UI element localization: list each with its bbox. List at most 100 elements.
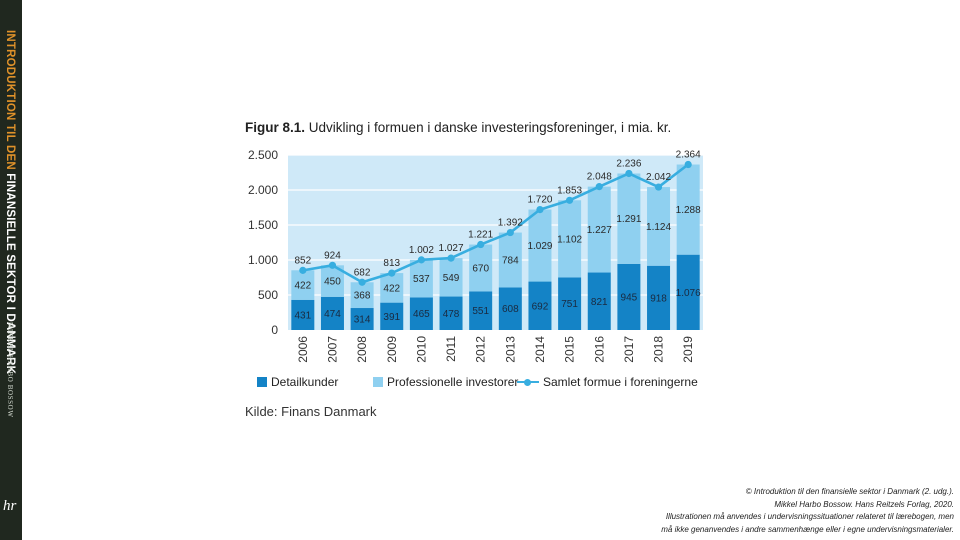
line-point bbox=[566, 196, 574, 204]
line-point bbox=[447, 254, 455, 262]
legend-swatch-total bbox=[517, 377, 539, 387]
plot-background bbox=[288, 155, 703, 330]
bar-professionelle bbox=[380, 273, 404, 303]
data-label-samlet: 1.002 bbox=[409, 245, 434, 256]
data-label-detailkunder: 821 bbox=[591, 297, 608, 308]
data-label-samlet: 682 bbox=[354, 267, 371, 278]
data-label-professionelle: 422 bbox=[294, 281, 311, 292]
data-label-detailkunder: 478 bbox=[443, 309, 460, 320]
line-point bbox=[684, 160, 692, 169]
bar-professionelle bbox=[469, 244, 493, 292]
data-label-professionelle: 368 bbox=[354, 291, 371, 302]
bar-detailkunder bbox=[498, 287, 522, 330]
data-label-samlet: 813 bbox=[383, 258, 400, 269]
x-tick-label: 2006 bbox=[296, 336, 310, 363]
bar-detailkunder bbox=[617, 263, 641, 330]
legend-label-detail: Detailkunder bbox=[271, 375, 339, 389]
y-tick-label: 1.500 bbox=[248, 218, 278, 232]
data-label-detailkunder: 551 bbox=[472, 306, 489, 317]
figure-title-text: Udvikling i formuen i danske investering… bbox=[308, 120, 672, 135]
y-tick-label: 2.000 bbox=[248, 183, 278, 197]
legend-item-total: Samlet formue i foreningerne bbox=[517, 374, 698, 390]
bar-professionelle bbox=[439, 258, 463, 297]
bar-professionelle bbox=[587, 186, 611, 273]
line-point bbox=[595, 183, 603, 191]
data-label-professionelle: 784 bbox=[502, 256, 519, 267]
data-label-professionelle: 1.227 bbox=[587, 225, 612, 236]
data-label-professionelle: 422 bbox=[383, 283, 400, 294]
copyright-line-4: må ikke genanvendes i andre sammenhænge … bbox=[661, 524, 954, 534]
x-tick-label: 2009 bbox=[385, 336, 399, 363]
x-tick-label: 2019 bbox=[681, 336, 695, 363]
bar-detailkunder bbox=[409, 297, 433, 330]
line-point bbox=[536, 206, 544, 214]
line-point bbox=[328, 261, 337, 269]
data-label-samlet: 924 bbox=[324, 250, 341, 261]
data-label-professionelle: 1.102 bbox=[557, 234, 582, 245]
line-point bbox=[625, 169, 633, 178]
legend-label-total: Samlet formue i foreningerne bbox=[543, 375, 698, 389]
copyright-symbol: © bbox=[745, 487, 752, 496]
x-tick-label: 2018 bbox=[652, 336, 666, 363]
data-label-professionelle: 537 bbox=[413, 274, 430, 285]
data-label-samlet: 1.221 bbox=[468, 230, 493, 241]
bar-professionelle bbox=[528, 209, 552, 282]
data-label-detailkunder: 1.076 bbox=[676, 288, 701, 299]
bar-detailkunder bbox=[587, 272, 611, 330]
data-label-detailkunder: 751 bbox=[561, 299, 578, 310]
data-label-samlet: 1.853 bbox=[557, 185, 582, 196]
line-point bbox=[654, 183, 663, 191]
data-label-detailkunder: 314 bbox=[354, 315, 371, 326]
copyright-line-3: Illustrationen må anvendes i undervisnin… bbox=[665, 512, 954, 521]
data-label-professionelle: 450 bbox=[324, 277, 341, 288]
x-tick-label: 2008 bbox=[355, 336, 369, 363]
legend-item-detail: Detailkunder bbox=[257, 374, 338, 390]
bar-professionelle bbox=[676, 164, 700, 255]
data-label-detailkunder: 692 bbox=[532, 301, 549, 312]
data-label-detailkunder: 918 bbox=[650, 293, 667, 304]
x-tick-label: 2012 bbox=[474, 336, 488, 363]
data-label-samlet: 1.027 bbox=[439, 243, 464, 254]
y-tick-label: 2.500 bbox=[248, 148, 278, 162]
y-tick-label: 500 bbox=[258, 288, 278, 302]
series-line-samlet bbox=[302, 163, 689, 284]
bar-detailkunder bbox=[439, 296, 463, 330]
spine-title-part2: FINANSIELLE SEKTOR I DANMARK bbox=[4, 173, 16, 375]
bar-detailkunder bbox=[380, 302, 404, 330]
data-label-professionelle: 549 bbox=[443, 273, 460, 284]
x-tick-label: 2014 bbox=[533, 336, 547, 363]
x-tick-label: 2017 bbox=[622, 336, 636, 363]
figure-label: Figur 8.1. bbox=[245, 120, 306, 135]
y-tick-label: 1.000 bbox=[248, 253, 278, 267]
bar-detailkunder bbox=[647, 265, 671, 330]
legend-swatch-professional bbox=[373, 377, 383, 387]
data-label-detailkunder: 608 bbox=[502, 304, 519, 315]
x-tick-label: 2015 bbox=[563, 336, 577, 363]
data-label-samlet: 2.364 bbox=[676, 150, 701, 161]
line-point bbox=[506, 228, 514, 237]
bar-professionelle bbox=[558, 200, 582, 278]
data-label-samlet: 2.236 bbox=[616, 158, 641, 169]
bar-detailkunder bbox=[676, 254, 700, 330]
data-label-professionelle: 1.288 bbox=[676, 205, 701, 216]
bar-professionelle bbox=[498, 232, 522, 288]
spine-title-part1: INTRODUKTION TIL DEN bbox=[4, 30, 16, 170]
bar-professionelle bbox=[291, 270, 315, 300]
line-point bbox=[388, 269, 396, 277]
x-tick-label: 2007 bbox=[325, 336, 339, 363]
line-point bbox=[299, 266, 307, 274]
data-label-professionelle: 670 bbox=[472, 263, 489, 274]
x-tick-label: 2013 bbox=[503, 336, 517, 363]
bar-professionelle bbox=[617, 173, 641, 264]
legend-label-professional: Professionelle investorer bbox=[387, 375, 519, 389]
book-spine: INTRODUKTION TIL DEN FINANSIELLE SEKTOR … bbox=[0, 0, 22, 540]
copyright-line-2: Mikkel Harbo Bossow. Hans Reitzels Forla… bbox=[774, 499, 954, 509]
copyright-notice: © Introduktion til den finansielle sekto… bbox=[594, 486, 954, 536]
figure-source: Kilde: Finans Danmark bbox=[245, 404, 377, 419]
bar-detailkunder bbox=[558, 277, 582, 330]
data-label-detailkunder: 945 bbox=[621, 292, 638, 303]
figure-title: Figur 8.1. Udvikling i formuen i danske … bbox=[245, 120, 671, 135]
line-point bbox=[358, 278, 366, 286]
x-tick-label: 2010 bbox=[414, 336, 428, 363]
